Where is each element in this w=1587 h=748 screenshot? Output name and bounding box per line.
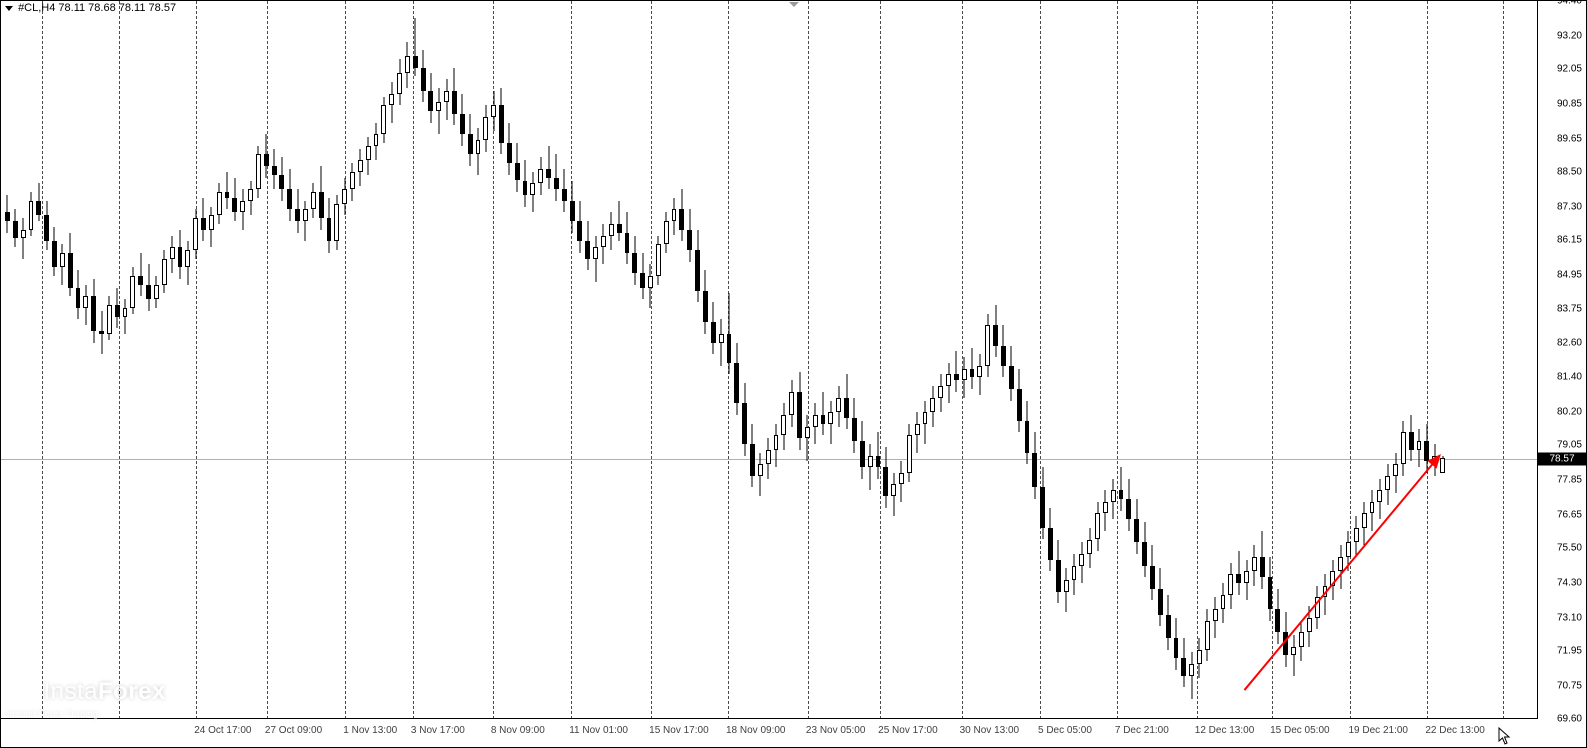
time-tick: 25 Nov 17:00 — [878, 725, 938, 736]
watermark-logo-icon — [7, 678, 35, 711]
cursor-icon — [1498, 727, 1512, 748]
time-tick: 24 Oct 17:00 — [194, 725, 251, 736]
price-tick: 77.85 — [1557, 475, 1582, 486]
price-tick: 82.60 — [1557, 337, 1582, 348]
time-tick: 15 Dec 05:00 — [1270, 725, 1330, 736]
watermark-brand-suffix: Forex — [98, 678, 166, 705]
price-tick: 71.95 — [1557, 645, 1582, 656]
price-tick: 86.15 — [1557, 234, 1582, 245]
time-tick: 5 Dec 05:00 — [1038, 725, 1092, 736]
chart-title-text: #CL,H4 78.11 78.68 78.11 78.57 — [18, 2, 176, 14]
time-tick: 18 Nov 09:00 — [726, 725, 786, 736]
time-tick: 27 Oct 09:00 — [265, 725, 322, 736]
price-tick: 89.65 — [1557, 133, 1582, 144]
chart-window[interactable]: #CL,H4 78.11 78.68 78.11 78.57 94.40 93.2… — [0, 0, 1587, 748]
chart-title: #CL,H4 78.11 78.68 78.11 78.57 — [5, 2, 176, 14]
price-tick: 70.75 — [1557, 680, 1582, 691]
price-tick: 83.75 — [1557, 304, 1582, 315]
price-tick: 80.20 — [1557, 407, 1582, 418]
time-tick: 11 Nov 01:00 — [569, 725, 628, 736]
time-tick: 23 Nov 05:00 — [806, 725, 866, 736]
current-price-tag: 78.57 — [1538, 453, 1586, 466]
price-tick: 88.50 — [1557, 166, 1582, 177]
time-tick: 3 Nov 17:00 — [411, 725, 465, 736]
price-tick: 75.50 — [1557, 543, 1582, 554]
time-tick: 30 Nov 13:00 — [960, 725, 1020, 736]
scroll-hint-icon — [789, 2, 799, 7]
trendline-overlay — [1, 1, 1538, 719]
price-tick: 92.05 — [1557, 64, 1582, 75]
dropdown-icon — [5, 6, 13, 11]
price-tick: 94.40 — [1557, 0, 1582, 7]
watermark-brand-prefix: Insta — [43, 678, 98, 705]
time-tick: 22 Dec 13:00 — [1425, 725, 1485, 736]
price-axis[interactable]: 94.40 93.20 92.05 90.85 89.65 88.50 87.30 86.15… — [1537, 1, 1586, 719]
chart-plot-area[interactable] — [1, 1, 1538, 719]
price-tick: 81.40 — [1557, 372, 1582, 383]
price-tick: 90.85 — [1557, 98, 1582, 109]
time-tick: 12 Dec 13:00 — [1195, 725, 1255, 736]
time-tick: 8 Nov 09:00 — [491, 725, 545, 736]
price-tick: 69.60 — [1557, 714, 1582, 725]
trendline[interactable] — [1244, 456, 1439, 691]
price-tick: 76.65 — [1557, 509, 1582, 520]
price-tick: 93.20 — [1557, 30, 1582, 41]
price-tick: 74.30 — [1557, 577, 1582, 588]
time-tick: 15 Nov 17:00 — [649, 725, 709, 736]
watermark: InstaForex Instant Forex Trading — [7, 678, 166, 719]
price-tick: 84.95 — [1557, 269, 1582, 280]
time-axis[interactable]: 24 Oct 17:00 27 Oct 09:00 1 Nov 13:00 3 Nov… — [1, 718, 1538, 747]
price-tick: 79.05 — [1557, 440, 1582, 451]
price-tick: 73.10 — [1557, 612, 1582, 623]
price-tick: 87.30 — [1557, 201, 1582, 212]
time-tick: 1 Nov 13:00 — [343, 725, 397, 736]
time-tick: 19 Dec 21:00 — [1348, 725, 1408, 736]
time-tick: 7 Dec 21:00 — [1115, 725, 1169, 736]
